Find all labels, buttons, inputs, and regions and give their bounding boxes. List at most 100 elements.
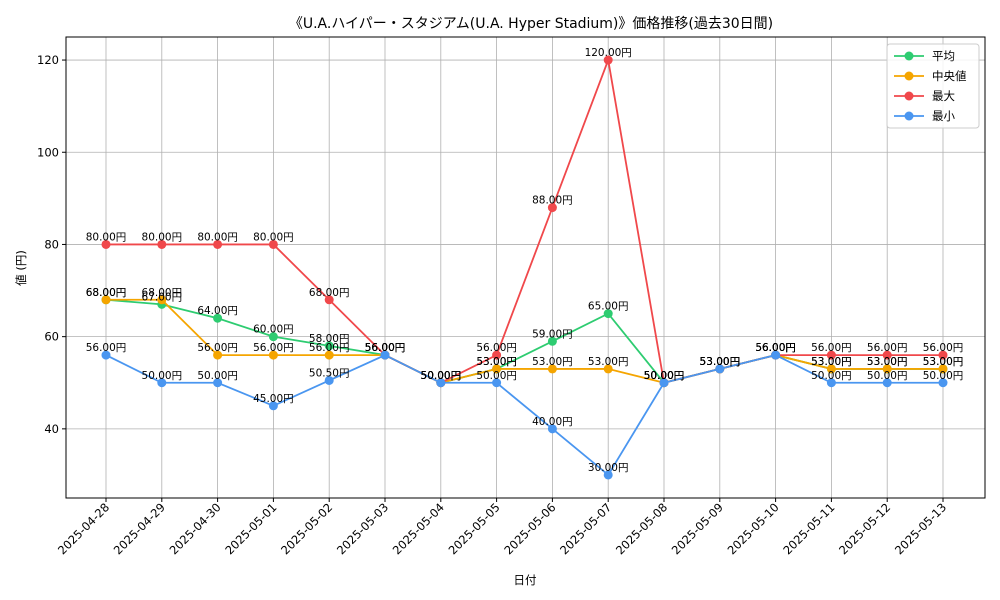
data-point bbox=[324, 341, 334, 351]
x-tick-label: 2025-05-13 bbox=[892, 500, 949, 557]
data-label: 56.00円 bbox=[86, 342, 127, 354]
data-point bbox=[213, 378, 223, 388]
data-label: 53.00円 bbox=[867, 356, 908, 368]
x-axis-title: 日付 bbox=[514, 573, 537, 587]
data-label: 65.00円 bbox=[588, 301, 629, 313]
data-label: 120.00円 bbox=[585, 47, 632, 59]
data-point bbox=[547, 336, 557, 346]
data-label: 67.00円 bbox=[142, 291, 183, 303]
data-label: 80.00円 bbox=[253, 231, 294, 243]
data-label: 64.00円 bbox=[197, 305, 238, 317]
x-tick-label: 2025-05-04 bbox=[390, 500, 447, 557]
x-tick-label: 2025-05-02 bbox=[278, 500, 335, 557]
data-point bbox=[826, 364, 836, 374]
data-point bbox=[213, 350, 223, 360]
data-point bbox=[603, 309, 613, 319]
data-label: 50.00円 bbox=[644, 370, 685, 382]
data-label: 53.00円 bbox=[811, 356, 852, 368]
data-label: 50.00円 bbox=[923, 370, 964, 382]
data-label: 56.00円 bbox=[755, 342, 796, 354]
data-label: 53.00円 bbox=[476, 356, 517, 368]
x-tick-label: 2025-05-10 bbox=[725, 500, 782, 557]
data-label: 80.00円 bbox=[86, 231, 127, 243]
data-label: 53.00円 bbox=[700, 356, 741, 368]
plot-frame bbox=[65, 36, 986, 499]
data-point bbox=[268, 401, 278, 411]
legend-label: 中央値 bbox=[932, 69, 967, 83]
data-point bbox=[826, 350, 836, 360]
data-label: 58.00円 bbox=[309, 333, 350, 345]
data-label: 56.00円 bbox=[365, 342, 406, 354]
x-tick-label: 2025-05-07 bbox=[557, 500, 614, 557]
data-label: 50.00円 bbox=[421, 370, 462, 382]
data-label: 53.00円 bbox=[700, 356, 741, 368]
x-tick-label: 2025-05-08 bbox=[613, 500, 670, 557]
series-line-最大 bbox=[106, 56, 943, 384]
data-label: 45.00円 bbox=[253, 393, 294, 405]
x-tick-label: 2025-05-01 bbox=[222, 500, 279, 557]
data-label: 56.00円 bbox=[755, 342, 796, 354]
data-label: 56.00円 bbox=[755, 342, 796, 354]
data-label: 50.00円 bbox=[421, 370, 462, 382]
data-label: 56.00円 bbox=[309, 342, 350, 354]
chart-title: 《U.A.ハイパー・スタジアム(U.A. Hyper Stadium)》価格推移… bbox=[289, 16, 773, 32]
x-tick-label: 2025-05-03 bbox=[334, 500, 391, 557]
data-point bbox=[938, 378, 948, 388]
data-label: 56.00円 bbox=[365, 342, 406, 354]
data-point bbox=[324, 350, 334, 360]
data-label: 53.00円 bbox=[476, 356, 517, 368]
data-label: 50.00円 bbox=[142, 370, 183, 382]
data-label: 40.00円 bbox=[532, 416, 573, 428]
legend-marker bbox=[904, 51, 914, 61]
data-labels: 68.00円 67.00円64.00円60.00円58.00円56.00円50.0… bbox=[86, 47, 964, 474]
x-tick-label: 2025-05-06 bbox=[501, 500, 558, 557]
data-point bbox=[268, 350, 278, 360]
data-label: 50.00円 bbox=[644, 370, 685, 382]
data-label: 50.00円 bbox=[867, 370, 908, 382]
data-label: 56.00円 bbox=[755, 342, 796, 354]
x-tick-label: 2025-05-11 bbox=[780, 500, 837, 557]
y-tick-label: 120 bbox=[37, 53, 59, 67]
data-point bbox=[882, 364, 892, 374]
data-label: 56.00円 bbox=[365, 342, 406, 354]
data-label: 56.00円 bbox=[923, 342, 964, 354]
data-label: 50.00円 bbox=[197, 370, 238, 382]
data-point bbox=[268, 239, 278, 249]
y-tick-label: 40 bbox=[44, 422, 59, 436]
data-label: 68.00円 bbox=[309, 287, 350, 299]
x-tick-label: 2025-04-30 bbox=[167, 500, 224, 557]
data-label: 80.00円 bbox=[142, 231, 183, 243]
data-point bbox=[826, 378, 836, 388]
series-line-最小 bbox=[105, 354, 943, 477]
y-tick-label: 60 bbox=[44, 330, 59, 344]
data-label: 88.00円 bbox=[532, 195, 573, 207]
data-label: 53.00円 bbox=[588, 356, 629, 368]
y-tick-label: 100 bbox=[37, 145, 59, 159]
data-label: 56.00円 bbox=[253, 342, 294, 354]
series-lines bbox=[101, 55, 948, 480]
legend-box bbox=[886, 43, 980, 129]
data-label: 30.00円 bbox=[588, 462, 629, 474]
data-point bbox=[157, 378, 167, 388]
data-point bbox=[659, 378, 669, 388]
data-label: 56.00円 bbox=[867, 342, 908, 354]
data-point bbox=[547, 364, 557, 374]
data-point bbox=[715, 364, 725, 374]
data-label: 53.00円 bbox=[867, 356, 908, 368]
y-tick-label: 80 bbox=[44, 237, 59, 251]
data-point bbox=[213, 239, 223, 249]
data-label: 56.00円 bbox=[197, 342, 238, 354]
data-point bbox=[603, 470, 613, 480]
data-label: 59.00円 bbox=[532, 328, 573, 340]
data-label: 53.00円 bbox=[700, 356, 741, 368]
x-tick-label: 2025-04-29 bbox=[111, 500, 168, 557]
y-axis-title: 値 (円) bbox=[14, 250, 28, 286]
data-point bbox=[938, 364, 948, 374]
legend-marker bbox=[904, 91, 914, 101]
legend-label: 最小 bbox=[932, 109, 955, 123]
data-point bbox=[324, 375, 334, 385]
data-label: 53.00円 bbox=[923, 356, 964, 368]
data-point bbox=[492, 350, 502, 360]
data-label: 56.00円 bbox=[811, 342, 852, 354]
